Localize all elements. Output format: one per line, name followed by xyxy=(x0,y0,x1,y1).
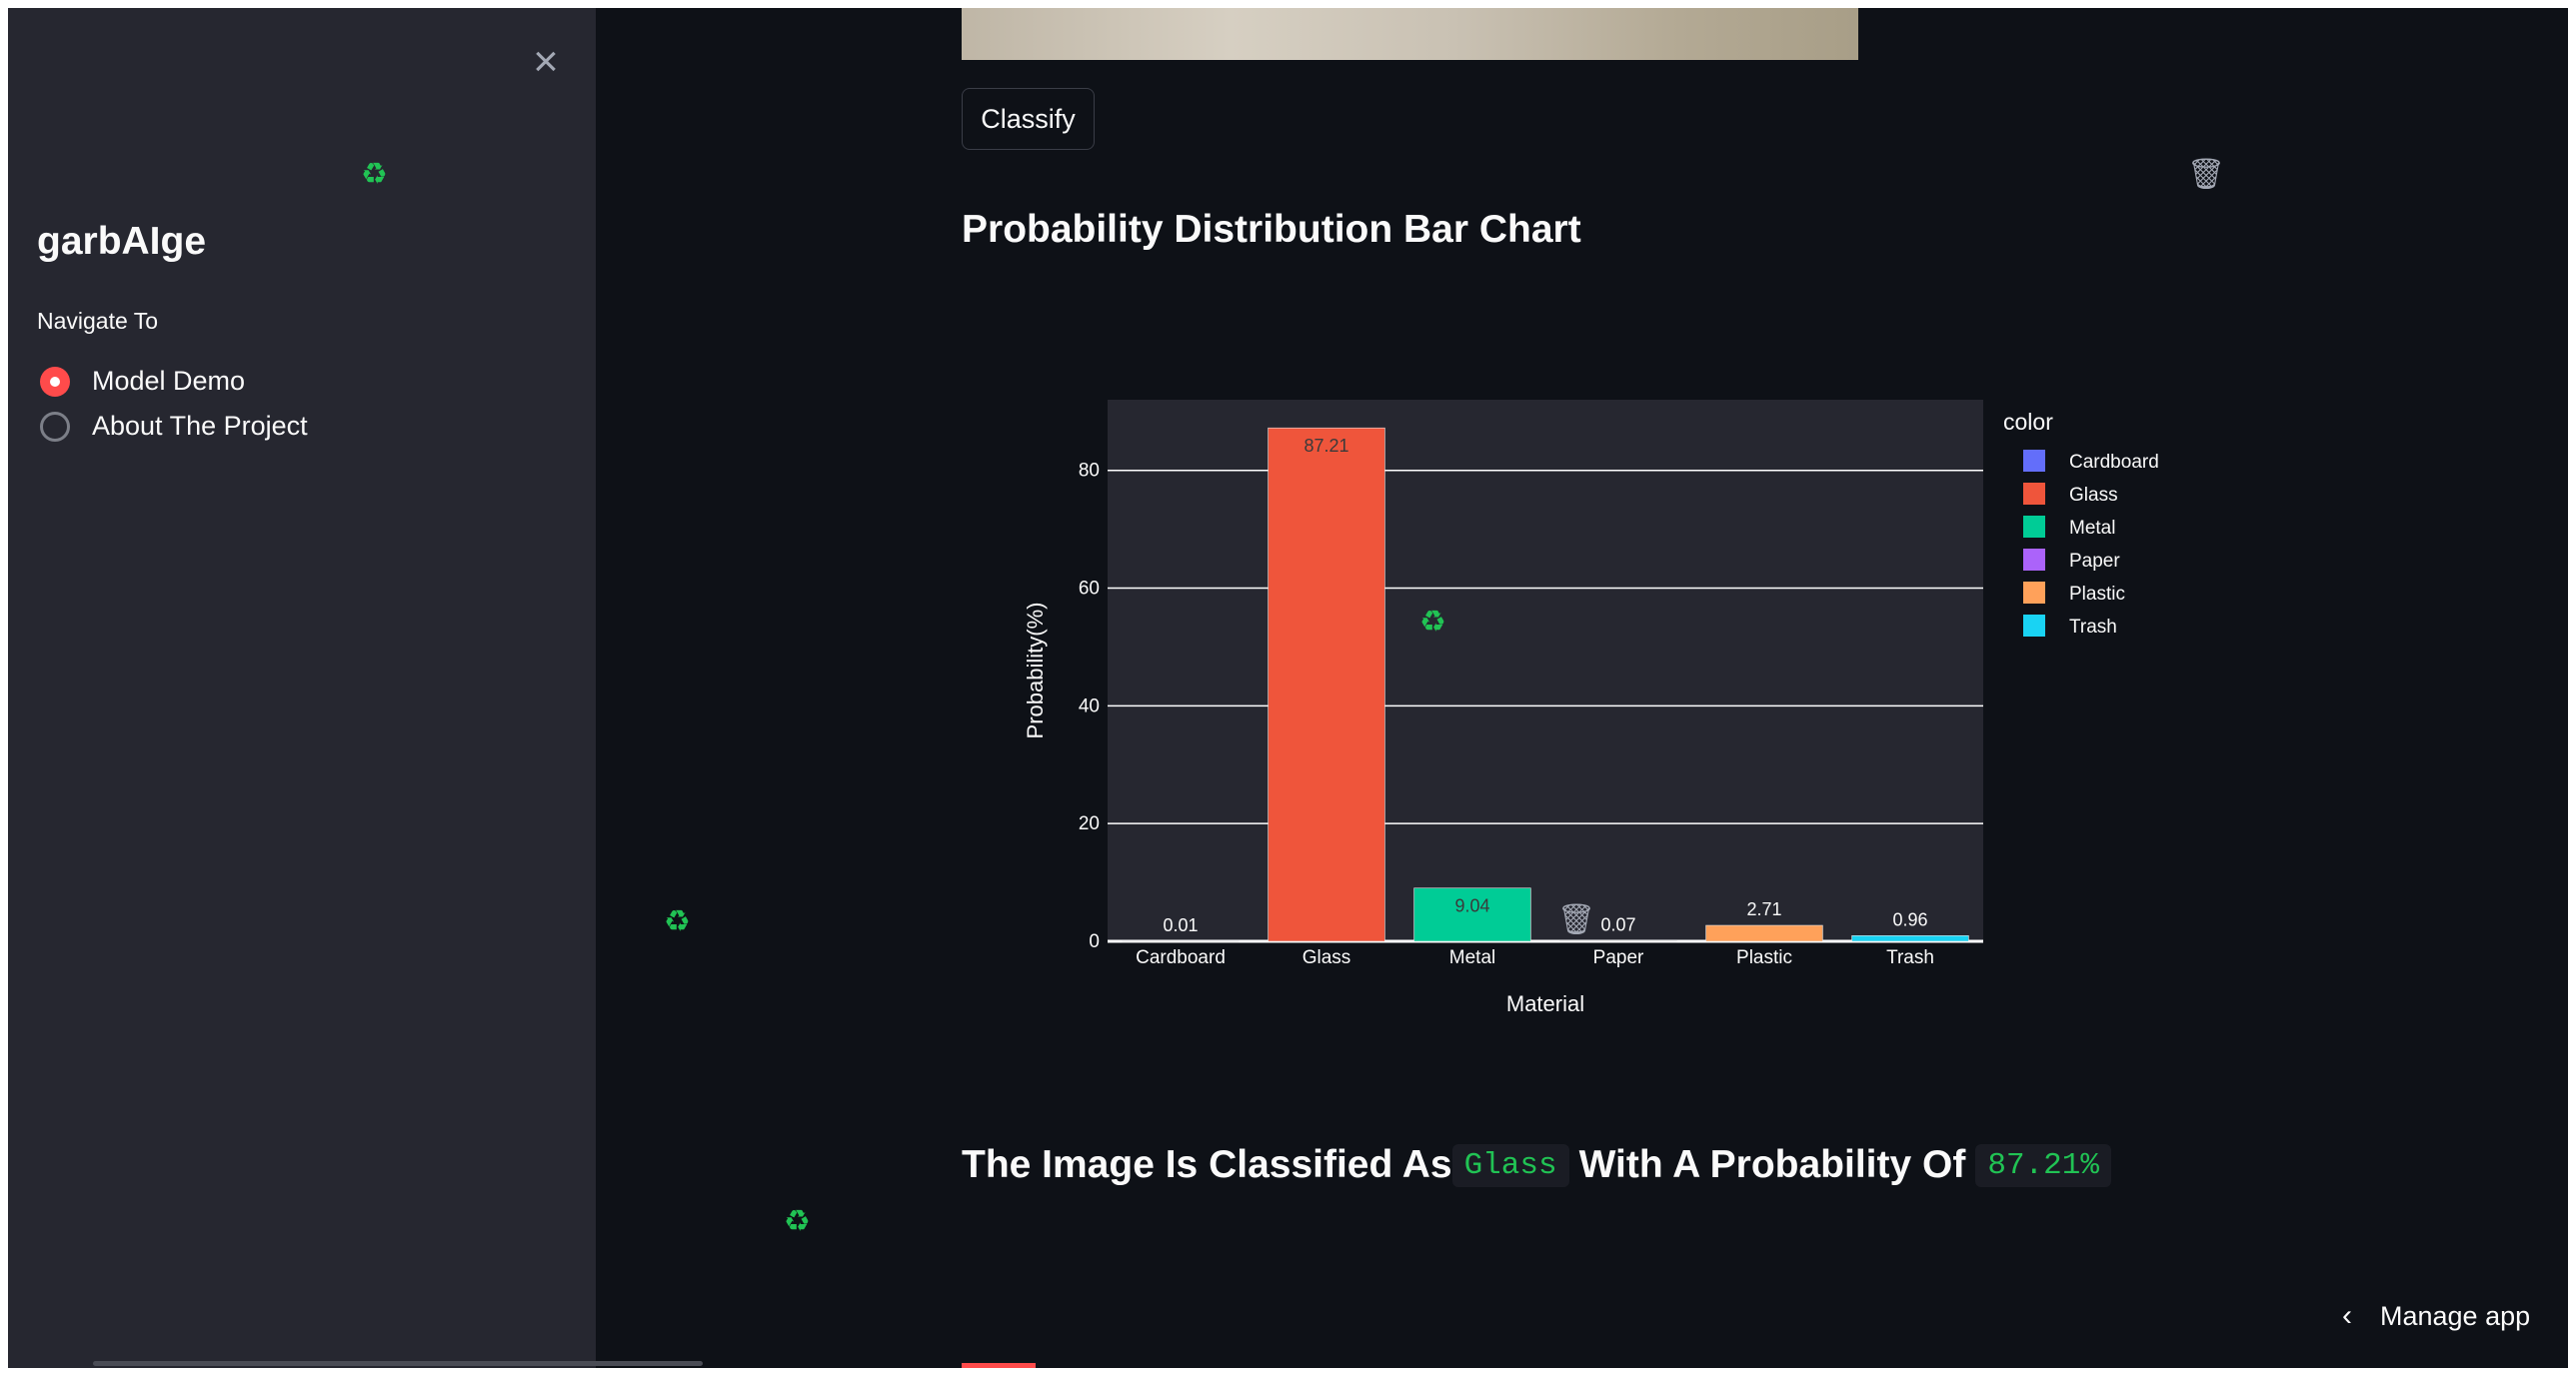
legend-title: color xyxy=(2003,409,2053,435)
result-probability: 87.21% xyxy=(1975,1143,2111,1187)
plot-area xyxy=(1108,400,1983,941)
y-axis-title: Probability(%) xyxy=(1023,603,1048,739)
nav-label: Navigate To xyxy=(37,308,159,334)
legend-swatch xyxy=(2023,615,2045,637)
y-tick-label: 80 xyxy=(1079,461,1100,482)
legend-item: Trash xyxy=(2069,617,2117,638)
legend-swatch xyxy=(2023,516,2045,538)
legend-item: Glass xyxy=(2069,485,2118,506)
bar-glass xyxy=(1268,427,1385,942)
legend-swatch xyxy=(2023,582,2045,604)
result-prefix: The Image Is Classified As xyxy=(962,1143,1452,1186)
chart-svg: 0 20 40 60 80 0.01 Cardboard 87.21 Glass 9.04 Meta… xyxy=(1023,400,2159,1016)
x-tick-label: Cardboard xyxy=(1136,947,1226,968)
data-label: 9.04 xyxy=(1454,896,1489,916)
y-tick-label: 20 xyxy=(1079,813,1100,834)
result-class: Glass xyxy=(1451,1143,1569,1187)
x-axis-title: Material xyxy=(1506,991,1584,1016)
uploaded-image xyxy=(962,8,1858,60)
bar-plastic xyxy=(1705,924,1823,942)
recycle-icon: ♻ xyxy=(784,1204,811,1239)
classification-result: The Image Is Classified As Glass With A … xyxy=(962,1135,2111,1195)
legend-item: Metal xyxy=(2069,518,2115,539)
bar-trash xyxy=(1851,935,1969,942)
x-tick-label: Glass xyxy=(1302,947,1351,968)
recycle-icon: ♻ xyxy=(1419,605,1446,640)
result-middle: With A Probability Of xyxy=(1578,1143,1966,1186)
trash-icon: 🗑 xyxy=(1557,902,1596,937)
legend-item: Plastic xyxy=(2069,584,2125,605)
app-title: garbAIge xyxy=(37,220,207,263)
nav-option-label: Model Demo xyxy=(92,366,246,396)
radio-unselected-icon[interactable] xyxy=(40,411,70,442)
bar-paper xyxy=(1559,940,1677,942)
x-tick-label: Paper xyxy=(1593,947,1644,968)
nav-option-model-demo[interactable]: Model Demo xyxy=(40,366,245,397)
y-tick-label: 0 xyxy=(1089,931,1100,952)
app-frame: × ♻ garbAIge Navigate To Model Demo Abou… xyxy=(8,8,2568,1368)
chevron-left-icon: ‹ xyxy=(2342,1299,2352,1332)
data-label: 2.71 xyxy=(1746,899,1781,919)
y-tick-label: 40 xyxy=(1079,695,1100,716)
recycle-icon: ♻ xyxy=(664,904,691,939)
legend-item: Cardboard xyxy=(2069,452,2159,473)
y-tick-label: 60 xyxy=(1079,579,1100,600)
legend-swatch xyxy=(2023,549,2045,571)
data-label: 0.07 xyxy=(1600,915,1635,935)
bar-metal xyxy=(1413,887,1531,942)
sidebar: × ♻ garbAIge Navigate To Model Demo Abou… xyxy=(8,8,596,1368)
nav-option-label: About The Project xyxy=(92,411,308,441)
radio-selected-icon[interactable] xyxy=(40,366,70,397)
x-tick-label: Metal xyxy=(1449,947,1495,968)
sidebar-scrollbar[interactable] xyxy=(93,1361,703,1366)
data-label: 0.96 xyxy=(1892,909,1927,929)
legend-swatch xyxy=(2023,483,2045,505)
trash-icon: 🗑 xyxy=(2187,157,2226,192)
data-label: 0.01 xyxy=(1163,915,1198,935)
chart-section-title: Probability Distribution Bar Chart xyxy=(962,208,1581,251)
x-tick-label: Plastic xyxy=(1736,947,1792,968)
close-icon[interactable]: × xyxy=(533,37,559,86)
manage-app-button[interactable]: ‹ Manage app xyxy=(2342,1299,2530,1333)
data-label: 87.21 xyxy=(1303,436,1348,456)
probability-bar-chart: 0 20 40 60 80 0.01 Cardboard 87.21 Glass 9.04 Meta… xyxy=(998,378,2197,1037)
accent-strip xyxy=(962,1363,1036,1368)
legend-item: Paper xyxy=(2069,551,2120,572)
recycle-icon: ♻ xyxy=(361,157,388,192)
nav-option-about-project[interactable]: About The Project xyxy=(40,411,308,442)
manage-app-label: Manage app xyxy=(2380,1300,2531,1331)
bar-cardboard xyxy=(1122,940,1240,942)
classify-button[interactable]: Classify xyxy=(962,88,1095,150)
x-tick-label: Trash xyxy=(1886,947,1934,968)
legend-swatch xyxy=(2023,450,2045,472)
